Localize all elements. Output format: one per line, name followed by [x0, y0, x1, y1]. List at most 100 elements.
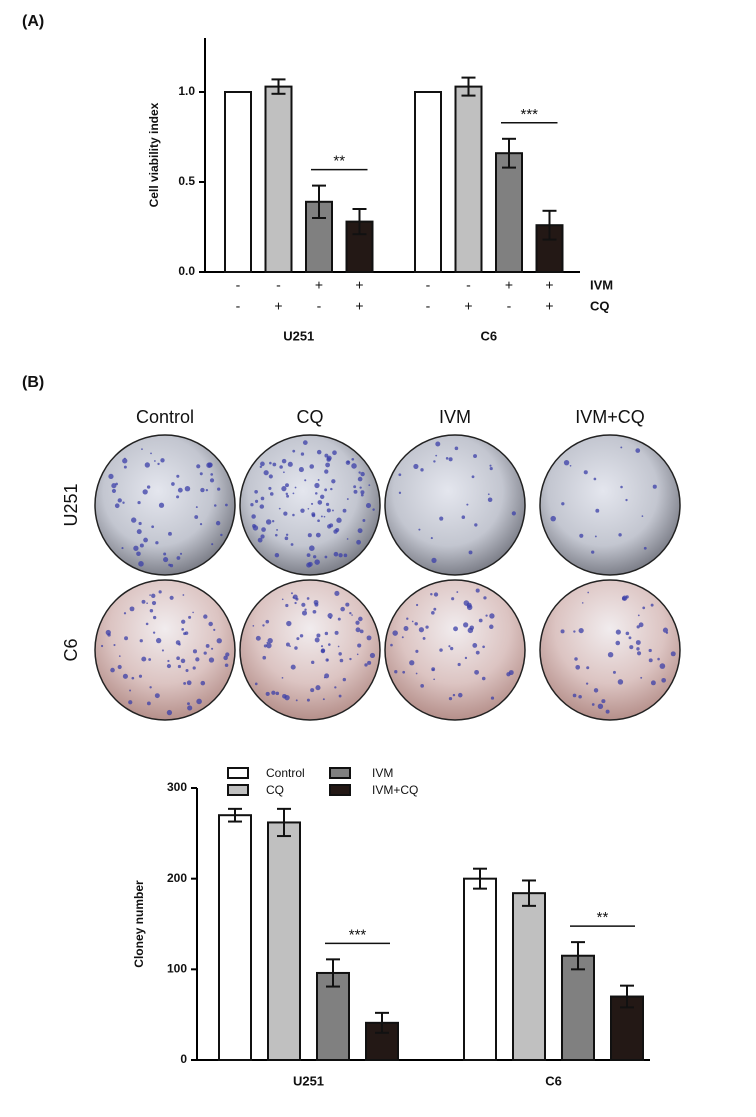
- colony-dot: [320, 494, 325, 499]
- colony-dot: [650, 680, 656, 686]
- colony-dot: [636, 647, 640, 651]
- colony-dot: [471, 475, 475, 479]
- colony-dot: [430, 593, 433, 596]
- colony-dot: [263, 644, 267, 648]
- colony-dot: [490, 696, 495, 700]
- colony-dot: [216, 638, 222, 644]
- colony-dot: [168, 563, 171, 567]
- colony-dot: [587, 591, 590, 594]
- treatment-sign: -: [276, 277, 281, 293]
- colony-dot: [585, 682, 589, 685]
- colony-dot: [414, 622, 418, 626]
- colony-dot: [281, 458, 287, 464]
- colony-dot: [292, 594, 298, 600]
- colony-dot: [340, 606, 345, 612]
- colony-dot: [290, 592, 293, 595]
- colony-dot: [138, 561, 144, 567]
- bar: [264, 85, 293, 273]
- colony-dot: [155, 637, 162, 644]
- column-label: Control: [136, 407, 194, 427]
- colony-dot: [168, 531, 172, 536]
- y-tick-label: 100: [167, 962, 187, 976]
- colony-dot: [573, 630, 576, 633]
- colony-dot: [463, 622, 469, 628]
- colony-dot: [334, 630, 339, 635]
- colony-dot: [281, 676, 284, 679]
- colony-dot: [320, 649, 325, 654]
- colony-dot: [302, 440, 308, 445]
- colony-dot: [265, 619, 270, 624]
- colony-dot: [317, 479, 320, 481]
- colony-dot: [457, 692, 463, 698]
- treatment-sign: +: [274, 298, 282, 314]
- treatment-sign: +: [545, 277, 553, 293]
- colony-dot: [360, 490, 365, 495]
- colony-dot: [139, 543, 144, 548]
- colony-dot: [166, 709, 173, 716]
- colony-dot: [314, 482, 320, 489]
- colony-dot: [550, 515, 556, 522]
- colony-dot: [205, 644, 210, 648]
- colony-dot: [372, 508, 375, 511]
- colony-dot: [445, 457, 449, 460]
- colony-dot: [187, 702, 190, 706]
- colony-dot: [572, 693, 577, 698]
- colony-dot: [473, 454, 478, 459]
- colony-dot: [356, 653, 359, 656]
- colony-dot: [338, 694, 342, 698]
- colony-dot: [398, 473, 402, 477]
- colony-dot: [182, 594, 185, 596]
- colony-dot: [148, 658, 152, 661]
- category-label: C6: [480, 328, 497, 343]
- colony-dot: [358, 471, 361, 474]
- colony-dot: [439, 516, 444, 521]
- plate: [539, 579, 681, 721]
- colony-dot: [398, 491, 402, 495]
- error-bar: [473, 867, 487, 890]
- bar: [463, 877, 497, 1062]
- colony-dot: [265, 519, 272, 525]
- colony-dot: [475, 650, 480, 655]
- colony-dot: [166, 663, 172, 669]
- category-label: C6: [545, 1073, 562, 1088]
- colony-dot: [285, 483, 289, 488]
- column-label: IVM+CQ: [575, 407, 645, 427]
- colony-dot: [431, 667, 436, 672]
- colony-dot: [487, 497, 493, 503]
- colony-dot: [625, 595, 629, 599]
- colony-dot: [294, 601, 297, 605]
- colony-dot: [114, 503, 120, 509]
- plate-dish: [539, 434, 681, 576]
- colony-dot: [620, 485, 623, 489]
- colony-dot: [342, 508, 347, 513]
- colony-dot: [151, 600, 157, 606]
- colony-dot: [583, 470, 588, 475]
- colony-dot: [338, 652, 342, 656]
- colony-dot: [601, 699, 606, 704]
- colony-dot: [358, 616, 363, 622]
- colony-dot: [285, 603, 289, 608]
- colony-dot: [285, 642, 290, 647]
- colony-dot: [194, 515, 199, 519]
- colony-dot: [433, 460, 436, 463]
- colony-dot: [217, 487, 221, 491]
- colony-dot: [650, 603, 654, 607]
- colony-dot: [360, 493, 364, 497]
- colony-dot: [300, 452, 305, 456]
- colony-dot: [325, 502, 330, 506]
- colony-dot: [301, 610, 308, 616]
- colony-dot: [448, 645, 451, 648]
- colony-dot: [326, 508, 331, 513]
- colony-dot: [314, 559, 320, 565]
- colony-dot: [307, 533, 312, 538]
- colony-dot: [138, 521, 142, 526]
- colony-dot: [192, 666, 196, 670]
- colony-dot: [406, 617, 409, 620]
- colony-dot: [206, 462, 212, 468]
- colony-dot: [151, 525, 155, 529]
- colony-dot: [208, 621, 213, 627]
- colony-dot: [569, 464, 572, 467]
- colony-dot: [483, 596, 487, 600]
- colony-dot: [146, 485, 151, 489]
- error-bar: [571, 941, 585, 971]
